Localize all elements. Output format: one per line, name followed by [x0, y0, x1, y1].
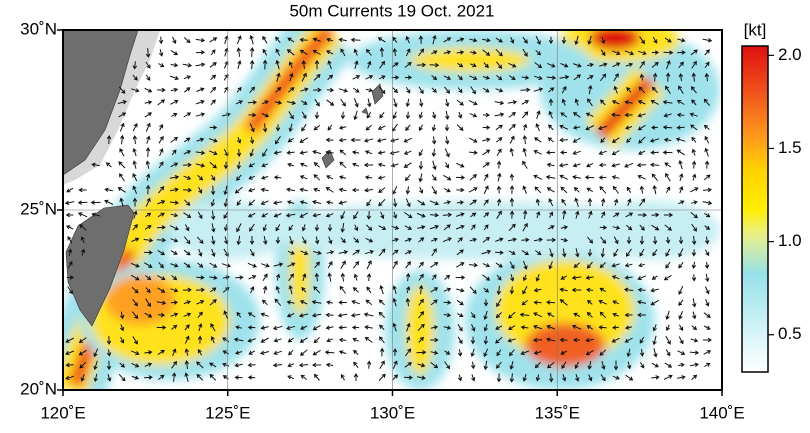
- graticule: [63, 30, 722, 390]
- colorbar-tick-label: 0.5: [778, 324, 802, 343]
- x-tick-label: 120˚E: [40, 403, 85, 422]
- x-tick-label: 135˚E: [535, 403, 580, 422]
- colorbar-unit: [kt]: [744, 20, 767, 39]
- x-tick-label: 130˚E: [370, 403, 415, 422]
- y-tick-label: 30˚N: [20, 19, 57, 38]
- mainland: [63, 30, 139, 176]
- axes: 120˚E 125˚E 130˚E 135˚E 140˚E 20˚N 25˚N 30˚N 0.5…: [20, 19, 802, 422]
- current-arrow: [64, 34, 713, 383]
- colorbar-tick-label: 2.0: [778, 45, 802, 64]
- x-tick-label: 125˚E: [205, 403, 250, 422]
- map-title: 50m Currents 19 Oct. 2021: [289, 1, 494, 20]
- taiwan: [65, 204, 135, 327]
- y-tick-label: 25˚N: [20, 199, 57, 218]
- colorbar-tick-label: 1.5: [778, 138, 802, 157]
- x-tick-label: 140˚E: [699, 403, 744, 422]
- current-arrows: [64, 34, 713, 383]
- colorbar: [741, 45, 769, 373]
- colorbar-tick-label: 1.0: [778, 231, 802, 250]
- map-area: [63, 30, 722, 390]
- y-tick-label: 20˚N: [20, 379, 57, 398]
